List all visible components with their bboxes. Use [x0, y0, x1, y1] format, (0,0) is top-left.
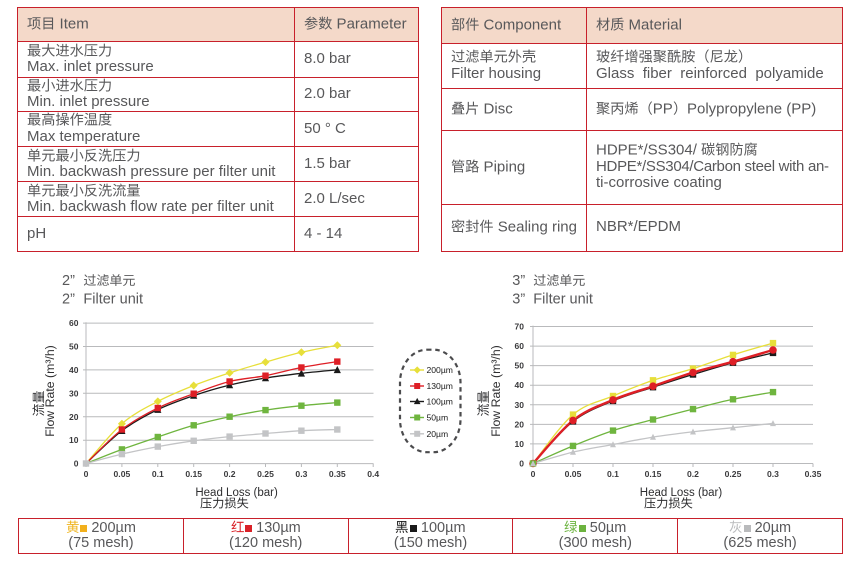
svg-text:10: 10 — [69, 435, 79, 445]
svg-text:60: 60 — [515, 341, 525, 351]
svg-text:2”: 2” — [62, 292, 75, 308]
svg-text:130µm: 130µm — [427, 381, 453, 391]
svg-text:20µm: 20µm — [427, 429, 449, 439]
svg-text:20: 20 — [515, 419, 525, 429]
svg-text:200µm: 200µm — [427, 365, 453, 375]
svg-text:0.35: 0.35 — [329, 469, 346, 479]
svg-text:0.4: 0.4 — [367, 469, 379, 479]
svg-text:0.25: 0.25 — [725, 469, 742, 479]
svg-text:0.2: 0.2 — [224, 469, 236, 479]
svg-text:3”: 3” — [512, 292, 525, 308]
svg-text:0.05: 0.05 — [114, 469, 131, 479]
svg-text:10: 10 — [515, 439, 525, 449]
svg-text:70: 70 — [515, 322, 525, 332]
svg-text:Flow Rate (m³/h): Flow Rate (m³/h) — [489, 345, 503, 437]
svg-text:Filter unit: Filter unit — [533, 292, 593, 308]
svg-text:Flow Rate (m³/h): Flow Rate (m³/h) — [43, 345, 57, 437]
svg-text:2”: 2” — [62, 273, 75, 289]
svg-text:50µm: 50µm — [427, 413, 449, 423]
svg-text:0: 0 — [519, 459, 524, 469]
svg-text:0.05: 0.05 — [565, 469, 582, 479]
svg-text:0: 0 — [74, 459, 79, 469]
svg-text:0.1: 0.1 — [607, 469, 619, 479]
svg-text:50: 50 — [515, 361, 525, 371]
svg-text:Head Loss (bar): Head Loss (bar) — [640, 487, 723, 499]
svg-text:60: 60 — [69, 318, 79, 328]
svg-text:30: 30 — [69, 388, 79, 398]
svg-text:3”: 3” — [512, 273, 525, 289]
svg-text:Head Loss (bar): Head Loss (bar) — [195, 487, 278, 499]
svg-text:0.25: 0.25 — [257, 469, 274, 479]
svg-text:0.3: 0.3 — [767, 469, 779, 479]
svg-text:40: 40 — [69, 365, 79, 375]
svg-text:0.15: 0.15 — [645, 469, 662, 479]
svg-text:0.2: 0.2 — [687, 469, 699, 479]
svg-text:50: 50 — [69, 342, 79, 352]
svg-text:0.15: 0.15 — [185, 469, 202, 479]
svg-text:0.3: 0.3 — [295, 469, 307, 479]
svg-text:20: 20 — [69, 412, 79, 422]
svg-text:0.35: 0.35 — [805, 469, 822, 479]
svg-text:0.1: 0.1 — [152, 469, 164, 479]
svg-text:30: 30 — [515, 400, 525, 410]
svg-text:Filter unit: Filter unit — [83, 292, 143, 308]
svg-text:100µm: 100µm — [427, 397, 453, 407]
svg-text:0: 0 — [531, 469, 536, 479]
svg-text:40: 40 — [515, 380, 525, 390]
svg-text:0: 0 — [84, 469, 89, 479]
